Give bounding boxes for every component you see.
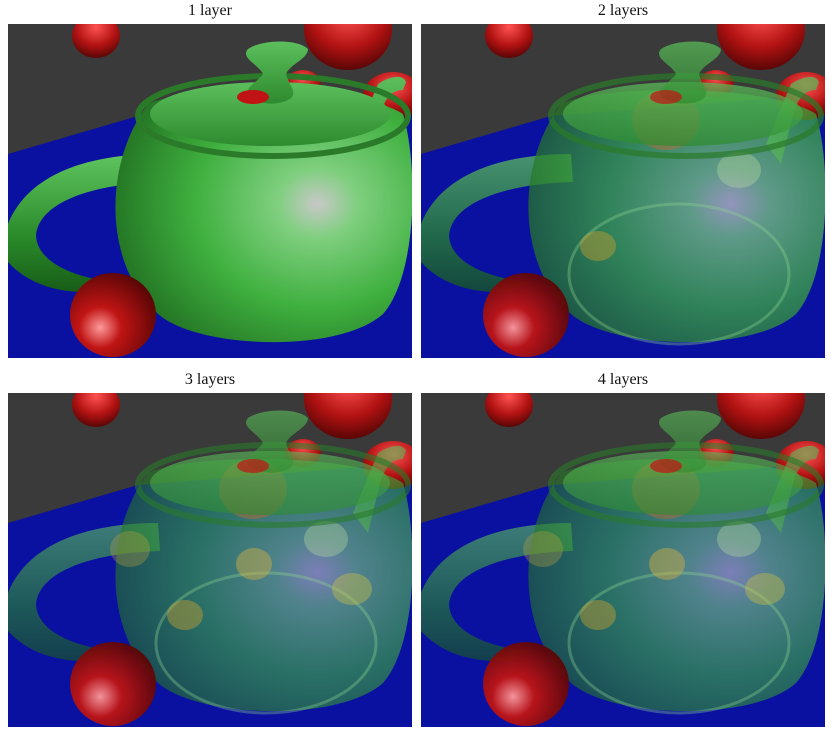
teapot-handle bbox=[421, 523, 573, 662]
teapot-handle bbox=[421, 154, 573, 293]
inner-red-sphere bbox=[745, 573, 785, 605]
inner-red-sphere bbox=[523, 531, 563, 567]
teapot-knob bbox=[658, 410, 721, 473]
red-sphere-front bbox=[483, 642, 569, 726]
teapot-lid bbox=[563, 82, 803, 146]
red-sphere bbox=[304, 393, 392, 439]
teapot-lid bbox=[563, 451, 803, 515]
knob-red-reflection bbox=[237, 459, 269, 473]
inner-red-sphere bbox=[236, 548, 272, 580]
teapot-lid bbox=[150, 451, 390, 515]
red-sphere bbox=[304, 24, 392, 70]
inner-red-sphere bbox=[580, 600, 616, 630]
panel-caption: 2 layers bbox=[597, 2, 649, 19]
knob-red-reflection bbox=[650, 459, 682, 473]
panel-caption: 4 layers bbox=[597, 371, 649, 388]
panel-caption: 3 layers bbox=[184, 371, 236, 388]
inner-red-sphere bbox=[167, 600, 203, 630]
red-sphere bbox=[72, 24, 120, 58]
red-sphere bbox=[72, 393, 120, 427]
teapot-inner-rim bbox=[567, 202, 791, 346]
teapot-render-image bbox=[8, 393, 412, 727]
teapot-knob bbox=[245, 41, 308, 104]
inner-red-sphere bbox=[580, 231, 616, 261]
inner-red-sphere bbox=[717, 152, 761, 188]
teapot-inner-rim bbox=[567, 571, 791, 715]
inner-red-sphere bbox=[332, 573, 372, 605]
inner-red-sphere bbox=[649, 548, 685, 580]
red-sphere-front bbox=[70, 642, 156, 726]
panel-caption: 1 layer bbox=[188, 2, 232, 19]
inner-red-sphere bbox=[304, 521, 348, 557]
teapot-inner-rim bbox=[154, 571, 378, 715]
red-sphere bbox=[717, 24, 805, 70]
red-sphere bbox=[485, 24, 533, 58]
red-sphere bbox=[485, 393, 533, 427]
red-sphere-front bbox=[70, 273, 156, 357]
red-sphere-front bbox=[483, 273, 569, 357]
render-view bbox=[8, 24, 412, 358]
render-view bbox=[421, 393, 825, 727]
knob-red-reflection bbox=[650, 90, 682, 104]
teapot-lid bbox=[150, 82, 390, 146]
render-view bbox=[421, 24, 825, 358]
red-sphere bbox=[717, 393, 805, 439]
teapot-handle bbox=[8, 154, 160, 293]
knob-red-reflection bbox=[237, 90, 269, 104]
render-view bbox=[8, 393, 412, 727]
inner-red-sphere bbox=[717, 521, 761, 557]
teapot-render-image bbox=[8, 24, 412, 358]
teapot-handle bbox=[8, 523, 160, 662]
teapot-knob bbox=[658, 41, 721, 104]
teapot-knob bbox=[245, 410, 308, 473]
inner-red-sphere bbox=[110, 531, 150, 567]
teapot-render-image bbox=[421, 24, 825, 358]
teapot-render-image bbox=[421, 393, 825, 727]
